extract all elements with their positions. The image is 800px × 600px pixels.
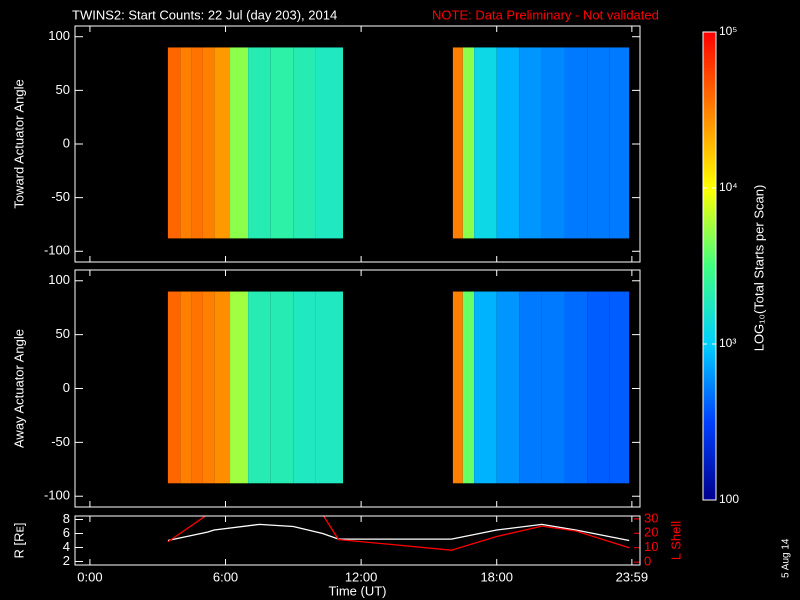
heatmap-cell (474, 291, 497, 484)
y-axis-label: R [Rᴇ] (11, 523, 26, 559)
heatmap-cell (248, 291, 271, 484)
heatmap-cell (167, 47, 181, 239)
y-tick-label: 4 (63, 539, 70, 554)
y2-tick-label: 20 (644, 525, 658, 540)
heatmap-cell (230, 291, 249, 484)
note: NOTE: Data Preliminary - Not validated (432, 7, 659, 22)
heatmap-cell (180, 47, 192, 239)
heatmap-cell (315, 291, 344, 484)
heatmap-cell (496, 291, 520, 484)
series-line (167, 516, 630, 551)
heatmap-cell (230, 47, 249, 239)
heatmap-cell (452, 47, 463, 239)
heatmap-cell (564, 291, 588, 484)
heatmap-cell (462, 291, 475, 484)
heatmap-cell (180, 291, 192, 484)
y-tick-label: 100 (48, 272, 70, 287)
heatmap-cell (248, 47, 271, 239)
y-tick-label: 8 (63, 511, 70, 526)
heatmap-cell (564, 47, 588, 239)
y-tick-label: -50 (51, 189, 70, 204)
heatmap-cell (315, 47, 344, 239)
heatmap-cell (452, 291, 463, 484)
y-axis-label: Away Actuator Angle (11, 329, 26, 448)
y-tick-label: -50 (51, 434, 70, 449)
y-tick-label: 0 (63, 135, 70, 150)
heatmap-cell (202, 291, 215, 484)
y-tick-label: 2 (63, 553, 70, 568)
x-axis-label: Time (UT) (328, 583, 386, 598)
colorbar (702, 31, 717, 501)
heatmap-cell (270, 47, 294, 239)
heatmap-cell (496, 47, 520, 239)
heatmap-cell (202, 47, 215, 239)
heatmap-cell (474, 47, 497, 239)
heatmap-cell (167, 291, 181, 484)
y-tick-label: 100 (48, 28, 70, 43)
heatmap-cell (270, 291, 294, 484)
colorbar-tick-label: 10⁴ (719, 180, 738, 194)
x-tick-label: 12:00 (345, 569, 378, 584)
y-tick-label: 6 (63, 525, 70, 540)
y2-tick-label: 0 (644, 554, 651, 569)
x-tick-label: 18:00 (480, 569, 513, 584)
y2-tick-label: 30 (644, 510, 658, 525)
date: 5 Aug 14 (781, 538, 792, 578)
series-line (167, 523, 630, 542)
colorbar-tick-label: 10⁵ (719, 24, 737, 38)
y-axis-label: Toward Actuator Angle (11, 79, 26, 208)
chart-title: TWINS2: Start Counts: 22 Jul (day 203), … (72, 7, 337, 22)
x-tick-label: 6:00 (213, 569, 238, 584)
heatmap-cell (609, 291, 630, 484)
heatmap-cell (587, 47, 610, 239)
y2-axis-label: L Shell (668, 521, 683, 560)
y2-tick-label: 10 (644, 539, 658, 554)
heatmap-cell (462, 47, 475, 239)
plot-frame (74, 515, 641, 566)
x-tick-label: 0:00 (77, 569, 102, 584)
y-tick-label: -100 (44, 488, 70, 503)
x-tick-label: 23:59 (616, 569, 649, 584)
heatmap-cell (541, 291, 565, 484)
y-tick-label: -100 (44, 243, 70, 258)
heatmap-cell (293, 47, 316, 239)
y-tick-label: 50 (56, 326, 70, 341)
heatmap-cell (519, 291, 542, 484)
y-tick-label: 0 (63, 380, 70, 395)
heatmap-cell (519, 47, 542, 239)
heatmap-cell (293, 291, 316, 484)
heatmap-cell (587, 291, 610, 484)
colorbar-tick-label: 100 (719, 492, 739, 506)
heatmap-cell (214, 47, 231, 239)
colorbar-label: LOG₁₀(Total Starts per Scan) (751, 185, 766, 352)
y-tick-label: 50 (56, 82, 70, 97)
heatmap-cell (214, 291, 231, 484)
heatmap-cell (191, 47, 203, 239)
heatmap-cell (191, 291, 203, 484)
colorbar-tick-label: 10³ (719, 336, 736, 350)
heatmap-cell (541, 47, 565, 239)
heatmap-cell (609, 47, 630, 239)
